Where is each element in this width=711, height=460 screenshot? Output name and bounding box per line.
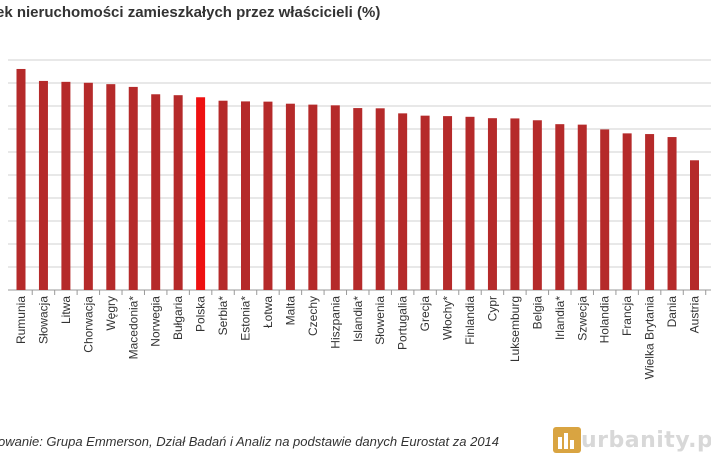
bar-belgia <box>532 120 542 290</box>
x-tick-label: Finlandia <box>463 296 477 345</box>
bar-estonia- <box>241 101 250 291</box>
x-tick-label: Polska <box>194 296 208 332</box>
x-tick-label: Chorwacja <box>81 296 95 353</box>
bar-austria <box>690 160 699 290</box>
x-tick-label: Dania <box>665 296 679 328</box>
urbanity-logo-icon <box>553 427 581 453</box>
x-tick-label: Macedonia* <box>126 296 140 360</box>
x-tick-label: Islandia* <box>351 296 365 342</box>
x-tick-label: Łotwa <box>261 296 275 328</box>
x-tick-label: Szwecja <box>575 296 589 341</box>
bar-irlandia- <box>555 124 565 290</box>
bar-dania <box>667 137 677 290</box>
bar-serbia- <box>218 100 228 291</box>
x-tick-label: Słowenia <box>373 296 387 345</box>
x-tick-label: Cypr <box>485 296 499 321</box>
bar-węgry <box>106 84 116 291</box>
source-note: owanie: Grupa Emmerson, Dział Badań i An… <box>0 434 500 449</box>
bar-czechy <box>308 104 318 291</box>
bar-cypr <box>487 118 497 290</box>
x-tick-label: Holandia <box>598 296 612 344</box>
bar-bułgaria <box>173 95 183 290</box>
bar-polska <box>196 97 206 290</box>
bar-słowacja <box>38 80 48 291</box>
bar-chart: Rumunia Słowacja Litwa Chorwacja Węgry Macedo… <box>8 59 711 380</box>
x-tick-label: Portugalia <box>396 296 410 350</box>
bar-rumunia <box>16 68 26 290</box>
x-tick-label: Malta <box>283 296 297 326</box>
x-tick-label: Belgia <box>530 296 544 330</box>
bar-grecja <box>420 115 430 290</box>
bar-norwegia <box>151 94 161 291</box>
x-tick-label: Estonia* <box>239 296 253 341</box>
urbanity-logo: urbanity.pl <box>553 427 711 453</box>
bar-islandia- <box>353 108 363 290</box>
x-tick-label: Niemc <box>710 296 711 330</box>
bar-chorwacja <box>83 82 93 291</box>
x-tick-label: Hiszpania <box>328 296 342 349</box>
x-tick-label: Wielka Brytania <box>643 296 657 380</box>
bar-hiszpania <box>330 105 340 290</box>
x-tick-label: Francja <box>620 296 634 336</box>
x-tick-label: Irlandia* <box>553 296 567 340</box>
bar-łotwa <box>263 101 273 290</box>
x-tick-label: Grecja <box>418 296 432 332</box>
bar-francja <box>622 133 632 290</box>
bar-malta <box>285 103 295 290</box>
bar-macedonia- <box>128 86 138 290</box>
x-tick-label: Bułgaria <box>171 296 185 340</box>
bar-słowenia <box>375 108 385 290</box>
x-tick-label: Austria <box>688 296 702 334</box>
x-tick-label: Węgry <box>104 296 118 331</box>
x-tick-label: Słowacja <box>36 296 50 344</box>
bar-szwecja <box>577 124 587 290</box>
x-tick-label: Włochy* <box>441 296 455 340</box>
bar-litwa <box>61 81 71 290</box>
x-tick-label: Norwegia <box>149 296 163 347</box>
x-tick-label: Serbia* <box>216 296 230 336</box>
x-tick-label: Rumunia <box>14 296 28 344</box>
urbanity-logo-text: urbanity.pl <box>581 427 711 453</box>
bar-holandia <box>600 129 610 290</box>
x-tick-label: Luksemburg <box>508 296 522 362</box>
bar-finlandia <box>465 116 475 290</box>
x-tick-label: Litwa <box>59 296 73 324</box>
bar-luksemburg <box>510 118 520 290</box>
chart-title: ek nieruchomości zamieszkałych przez wła… <box>0 4 381 21</box>
bar-wielka-brytania <box>645 134 655 290</box>
bar-włochy- <box>443 116 453 291</box>
x-tick-label: Czechy <box>306 296 320 336</box>
bar-portugalia <box>398 113 408 290</box>
